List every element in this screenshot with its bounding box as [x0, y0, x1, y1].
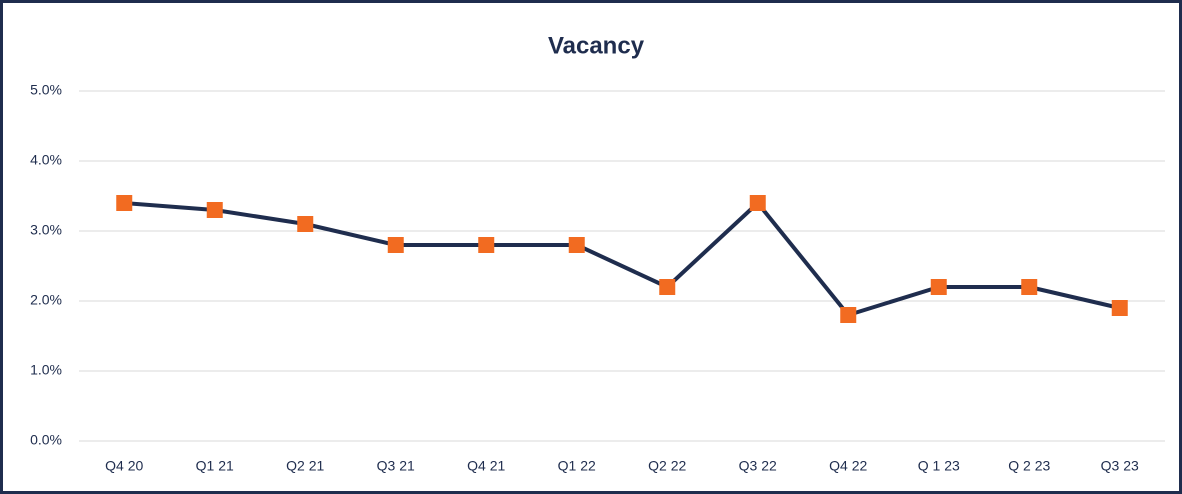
marker — [930, 279, 947, 295]
x-tick-label: Q1 22 — [558, 458, 596, 474]
y-tick-label: 0.0% — [30, 432, 62, 448]
x-tick-label: Q1 21 — [196, 458, 234, 474]
marker — [749, 195, 766, 211]
chart-title: Vacancy — [548, 32, 645, 59]
marker — [1021, 279, 1038, 295]
y-tick-label: 2.0% — [30, 292, 62, 308]
y-tick-label: 3.0% — [30, 222, 62, 238]
marker — [116, 195, 133, 211]
marker — [1111, 300, 1128, 316]
x-tick-label: Q4 21 — [467, 458, 505, 474]
x-tick-label: Q3 21 — [377, 458, 415, 474]
marker — [568, 237, 585, 253]
x-tick-label: Q3 22 — [739, 458, 777, 474]
y-tick-label: 5.0% — [30, 82, 62, 98]
y-tick-label: 4.0% — [30, 152, 62, 168]
marker — [659, 279, 676, 295]
x-tick-label: Q2 21 — [286, 458, 324, 474]
y-tick-label: 1.0% — [30, 362, 62, 378]
x-tick-label: Q3 23 — [1101, 458, 1139, 474]
marker — [387, 237, 404, 253]
marker — [206, 202, 223, 218]
x-tick-label: Q 2 23 — [1008, 458, 1050, 474]
x-tick-label: Q 1 23 — [918, 458, 960, 474]
line — [124, 201, 1121, 317]
marker — [478, 237, 495, 253]
marker — [840, 307, 857, 323]
x-tick-label: Q2 22 — [648, 458, 686, 474]
x-tick-label: Q4 22 — [829, 458, 867, 474]
x-tick-label: Q4 20 — [105, 458, 143, 474]
marker — [297, 216, 314, 232]
